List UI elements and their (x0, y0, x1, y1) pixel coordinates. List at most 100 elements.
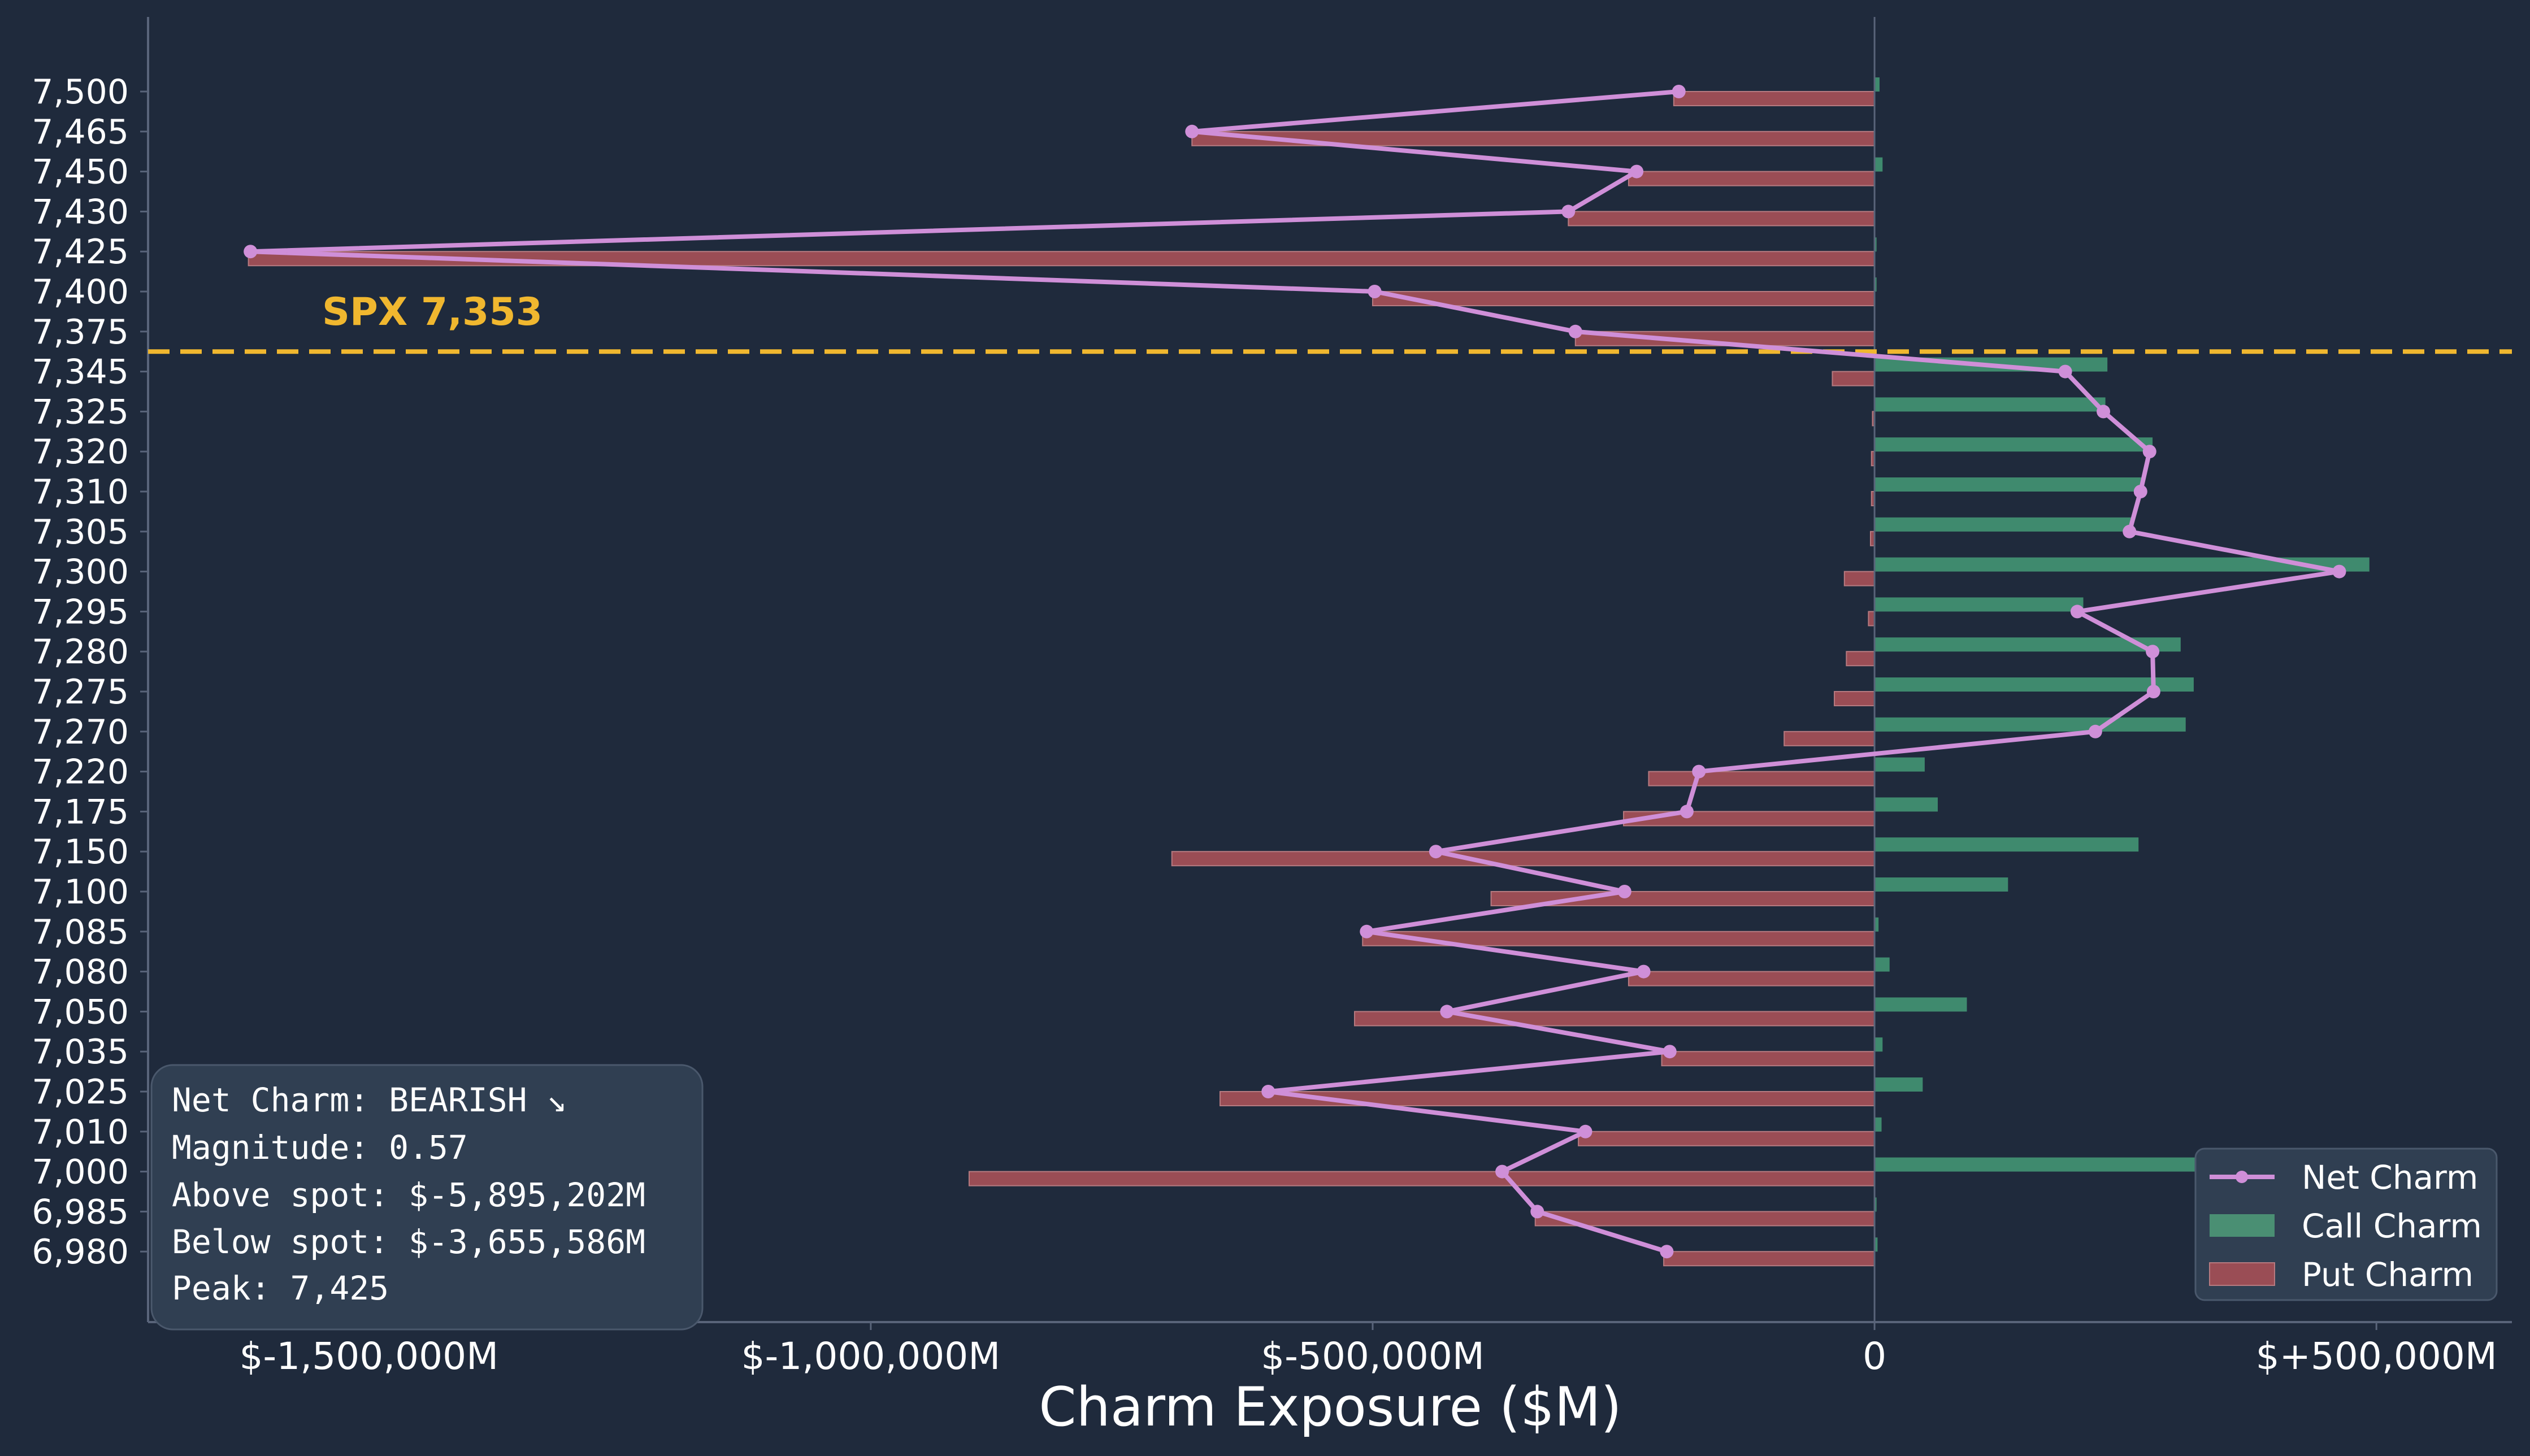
legend-call-charm-label: Call Charm (2302, 1207, 2482, 1245)
y-tick-label: 7,035 (32, 1032, 129, 1072)
y-tick-label: 7,345 (32, 353, 129, 392)
call-charm-bar (1874, 877, 2008, 892)
spot-price-label: SPX 7,353 (322, 290, 543, 334)
call-charm-bar (1874, 237, 1877, 252)
call-charm-bar (1874, 1037, 1883, 1052)
y-tick-label: 7,080 (32, 953, 129, 992)
call-charm-bar (1874, 997, 1967, 1012)
put-charm-bar (1568, 211, 1876, 227)
net-charm-point (1680, 805, 1694, 819)
info-magnitude: Magnitude: 0.57 (172, 1128, 468, 1167)
put-charm-bar (1673, 91, 1876, 106)
y-tick-label: 6,980 (32, 1232, 129, 1272)
y-tick-label: 7,375 (32, 312, 129, 352)
net-charm-point (1440, 1005, 1454, 1019)
put-charm-bar (1783, 731, 1876, 746)
put-charm-bar (1628, 971, 1876, 986)
label-layer: 7,5007,4657,4507,4307,4257,4007,3757,345… (32, 72, 2497, 1378)
net-charm-point (1429, 845, 1443, 859)
legend-net-charm-marker (2236, 1171, 2248, 1183)
net-charm-point (2070, 605, 2084, 619)
put-charm-bar (1661, 1051, 1876, 1067)
call-charm-bar (1874, 77, 1880, 92)
net-charm-point (2058, 364, 2072, 379)
call-charm-bar (1874, 1237, 1878, 1252)
call-charm-bar (1874, 157, 1883, 172)
x-tick-label: 0 (1863, 1335, 1886, 1378)
y-tick-label: 7,305 (32, 512, 129, 552)
net-charm-point (1672, 85, 1686, 98)
call-charm-bar (1874, 797, 1938, 812)
net-charm-point (2097, 405, 2111, 419)
call-charm-bar (1874, 757, 1925, 772)
x-tick-label: $+500,000M (2256, 1335, 2497, 1378)
put-charm-bar (1354, 1011, 1876, 1027)
net-charm-point (1185, 124, 1199, 138)
call-charm-bar (1874, 677, 2194, 692)
y-tick-label: 7,320 (32, 432, 129, 472)
x-axis-label: Charm Exposure ($M) (1039, 1376, 1621, 1438)
net-charm-point (2133, 485, 2147, 498)
put-charm-bar (1846, 651, 1876, 667)
y-tick-label: 7,275 (32, 672, 129, 712)
net-charm-point (1617, 885, 1631, 898)
put-charm-bar (968, 1171, 1876, 1186)
call-charm-bar (1874, 1077, 1923, 1092)
net-charm-point (1578, 1124, 1592, 1138)
y-tick-label: 7,450 (32, 153, 129, 192)
call-charm-bar (1874, 917, 1879, 932)
y-tick-label: 7,000 (32, 1153, 129, 1192)
y-tick-label: 7,325 (32, 392, 129, 432)
info-box-background (150, 1064, 704, 1331)
call-charm-bar (1874, 717, 2186, 732)
net-charm-point (1568, 324, 1582, 338)
put-charm-bar (1648, 771, 1876, 786)
put-charm-bar (1628, 171, 1876, 186)
y-tick-label: 7,310 (32, 472, 129, 512)
y-tick-label: 7,295 (32, 592, 129, 632)
y-tick-label: 7,050 (32, 992, 129, 1032)
x-tick-label: $-1,000,000M (741, 1335, 1001, 1378)
net-charm-point (1561, 205, 1576, 219)
put-charm-bar (1843, 571, 1876, 586)
call-charm-bar (1874, 837, 2139, 852)
y-tick-label: 7,025 (32, 1072, 129, 1112)
call-charm-bar (1874, 277, 1877, 292)
put-charm-bar (1832, 371, 1876, 386)
info-below-spot: Below spot: $-3,655,586M (172, 1223, 645, 1261)
net-charm-point (1360, 924, 1374, 938)
net-charm-point (1692, 764, 1706, 779)
call-charm-bar (1874, 437, 2153, 452)
put-charm-bar (1868, 611, 1876, 627)
legend-call-charm-swatch (2210, 1214, 2275, 1237)
net-charm-point (2123, 524, 2137, 538)
legend-put-charm-label: Put Charm (2302, 1255, 2473, 1294)
y-tick-label: 7,465 (32, 112, 129, 152)
y-tick-label: 7,220 (32, 753, 129, 792)
call-charm-bar (1874, 477, 2144, 492)
net-charm-point (1495, 1164, 1509, 1179)
call-charm-bar (1874, 957, 1890, 972)
legend-net-charm-label: Net Charm (2302, 1158, 2478, 1197)
put-charm-bar (1663, 1251, 1876, 1267)
info-net-charm: Net Charm: BEARISH ↘ (172, 1081, 566, 1119)
put-charm-bar (1578, 1131, 1876, 1146)
info-above-spot: Above spot: $-5,895,202M (172, 1176, 645, 1214)
net-charm-point (1630, 164, 1644, 179)
net-charm-point (2146, 645, 2160, 659)
y-tick-label: 7,010 (32, 1112, 129, 1152)
y-tick-label: 7,150 (32, 832, 129, 872)
net-charm-point (1663, 1045, 1677, 1059)
net-charm-point (2142, 445, 2156, 459)
y-tick-label: 7,280 (32, 632, 129, 672)
y-tick-label: 7,430 (32, 192, 129, 232)
net-charm-line (248, 89, 2342, 1254)
net-charm-point (1368, 285, 1382, 298)
net-charm-point (1530, 1205, 1544, 1219)
call-charm-bar (1874, 1197, 1877, 1212)
y-tick-label: 7,500 (32, 72, 129, 112)
legend-put-charm-swatch (2209, 1262, 2275, 1286)
net-charm-point (2332, 564, 2346, 579)
net-charm-point (2088, 724, 2102, 738)
